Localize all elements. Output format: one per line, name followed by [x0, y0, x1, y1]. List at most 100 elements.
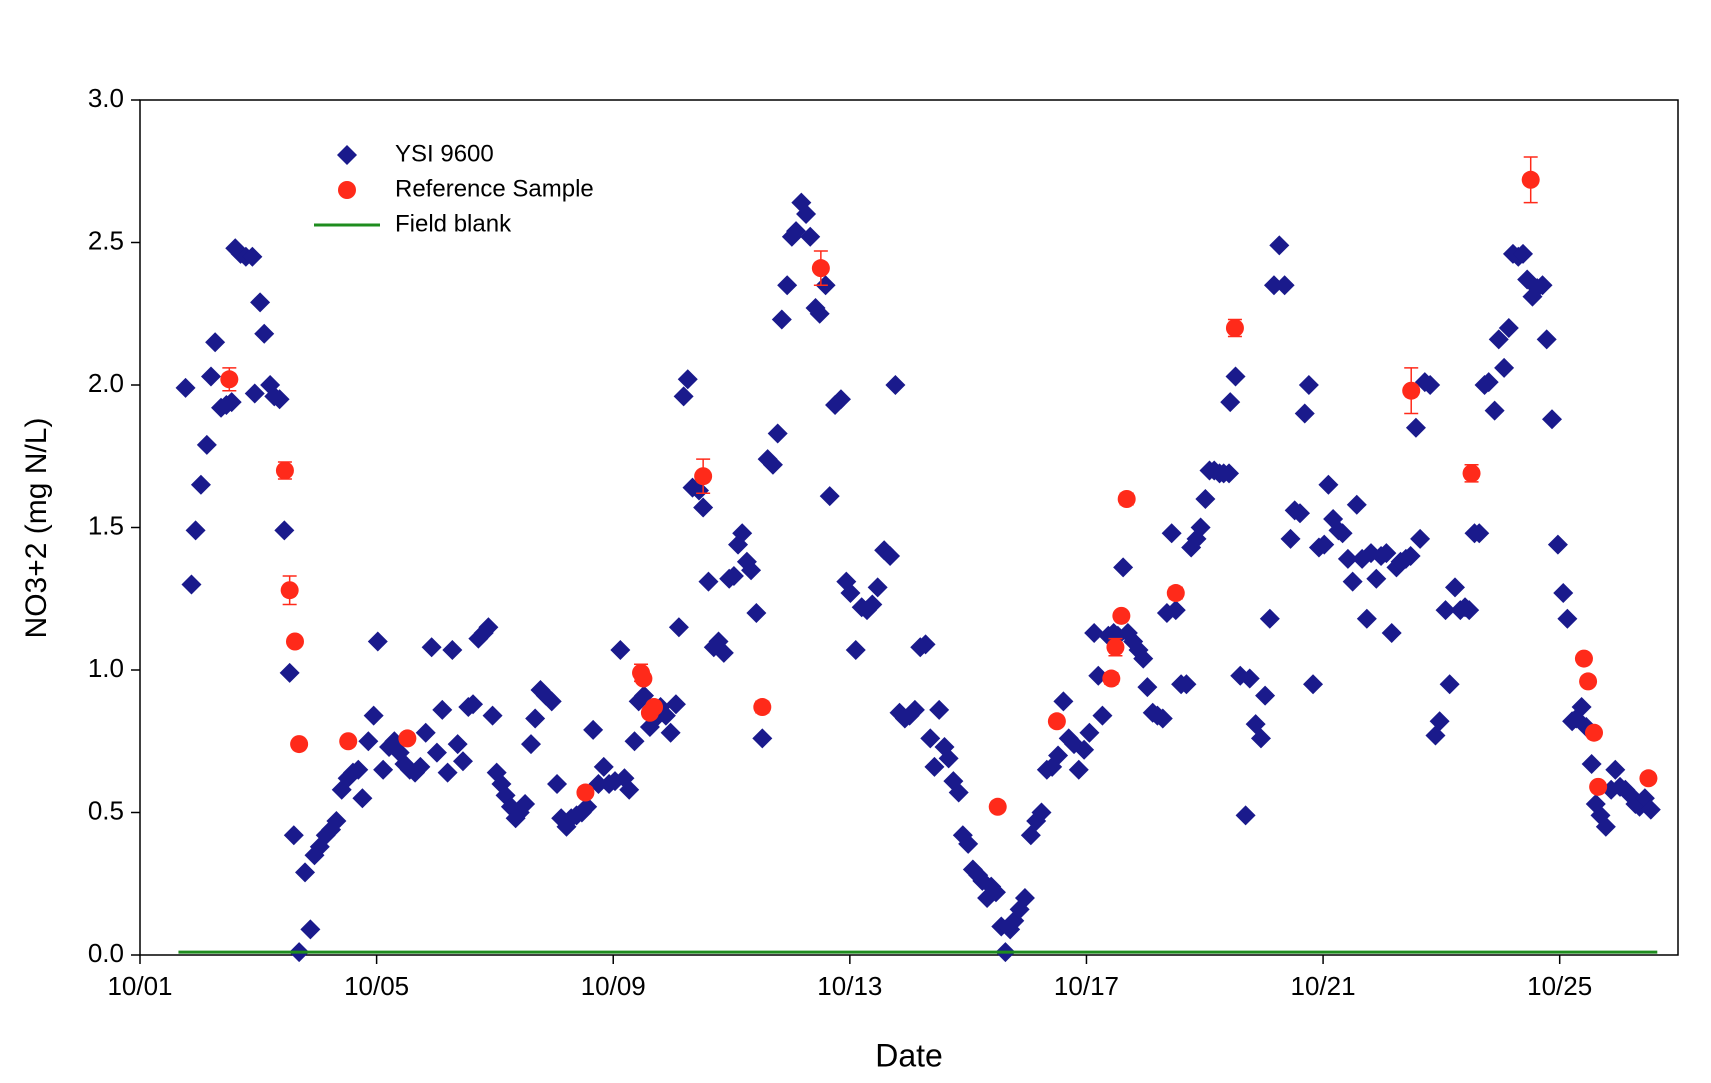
- x-tick-label: 10/13: [817, 971, 882, 1001]
- data-point: [1469, 523, 1490, 544]
- data-point: [1314, 534, 1335, 555]
- data-point: [1074, 739, 1095, 760]
- data-point: [619, 779, 640, 800]
- data-point: [326, 811, 347, 832]
- data-point: [746, 603, 767, 623]
- data-point: [948, 782, 969, 803]
- data-point: [515, 793, 536, 814]
- data-point: [1269, 235, 1290, 256]
- data-point: [432, 699, 453, 720]
- data-point: [1337, 548, 1358, 569]
- y-tick-label: 3.0: [88, 83, 124, 113]
- data-point: [175, 377, 196, 398]
- data-point: [300, 919, 321, 940]
- data-point: [1640, 799, 1661, 820]
- data-point: [200, 366, 221, 387]
- data-point: [624, 731, 645, 752]
- data-point: [220, 370, 239, 389]
- data-point: [958, 833, 979, 854]
- data-point: [275, 461, 294, 480]
- data-point: [358, 731, 379, 752]
- data-point: [352, 788, 373, 809]
- data-point: [421, 637, 442, 658]
- data-point: [1280, 528, 1301, 549]
- data-point: [447, 734, 468, 755]
- data-point: [437, 762, 458, 783]
- data-point: [1429, 711, 1450, 732]
- data-point: [478, 617, 499, 638]
- data-point: [185, 520, 206, 541]
- data-point: [885, 375, 906, 395]
- data-point: [1542, 409, 1563, 430]
- data-point: [1405, 417, 1426, 438]
- data-point: [1165, 600, 1186, 621]
- data-point: [668, 617, 689, 638]
- data-point: [677, 369, 698, 390]
- data-point: [1521, 170, 1540, 189]
- data-point: [1263, 275, 1284, 296]
- data-point: [244, 383, 265, 404]
- data-point: [767, 423, 788, 444]
- data-point: [645, 698, 664, 717]
- data-point: [1410, 528, 1431, 549]
- data-point: [862, 594, 883, 615]
- data-point: [541, 691, 562, 712]
- data-point: [1462, 464, 1481, 483]
- data-point: [929, 699, 950, 720]
- data-point: [339, 732, 358, 751]
- data-point: [1494, 357, 1515, 378]
- data-point: [1031, 802, 1052, 823]
- data-point: [985, 882, 1006, 903]
- data-point: [1102, 669, 1121, 688]
- data-point: [398, 729, 417, 748]
- data-point: [1112, 606, 1131, 625]
- data-point: [904, 699, 925, 720]
- data-point: [665, 694, 686, 715]
- data-point: [1298, 375, 1319, 395]
- x-tick-label: 10/01: [107, 971, 172, 1001]
- data-point: [225, 238, 246, 259]
- data-point: [1557, 608, 1578, 629]
- data-point: [221, 392, 242, 413]
- data-point: [915, 634, 936, 655]
- data-point: [867, 577, 888, 598]
- data-point: [482, 705, 503, 726]
- y-axis-title: NO3+2 (mg N/L): [20, 418, 53, 639]
- data-point: [1176, 674, 1197, 695]
- y-tick-label: 0.0: [88, 938, 124, 968]
- data-point: [1589, 777, 1608, 796]
- data-point: [634, 669, 653, 688]
- x-axis-title: Date: [875, 1037, 943, 1073]
- data-point: [880, 546, 901, 566]
- data-point: [830, 389, 851, 410]
- data-point: [845, 640, 866, 661]
- legend-label: Field blank: [395, 210, 512, 237]
- y-tick-label: 1.5: [88, 510, 124, 540]
- data-point: [547, 774, 568, 794]
- data-point: [1571, 697, 1592, 718]
- data-point: [1117, 490, 1136, 508]
- data-point: [694, 467, 713, 486]
- data-point: [1605, 759, 1626, 780]
- data-point: [1053, 691, 1074, 712]
- data-point: [1250, 728, 1271, 749]
- data-point: [1195, 489, 1216, 509]
- data-point: [1639, 769, 1658, 788]
- data-point: [1553, 583, 1574, 604]
- legend-label: Reference Sample: [395, 175, 594, 202]
- data-point: [593, 756, 614, 777]
- data-point: [1092, 705, 1113, 726]
- data-point: [1439, 674, 1460, 695]
- data-point: [1255, 685, 1276, 706]
- y-tick-label: 2.5: [88, 225, 124, 255]
- data-point: [752, 728, 773, 749]
- data-point: [463, 694, 484, 715]
- data-point: [577, 796, 598, 817]
- data-point: [348, 759, 369, 780]
- data-point: [583, 719, 604, 740]
- data-point: [1484, 400, 1505, 421]
- data-point: [1014, 888, 1035, 908]
- data-point: [190, 474, 211, 495]
